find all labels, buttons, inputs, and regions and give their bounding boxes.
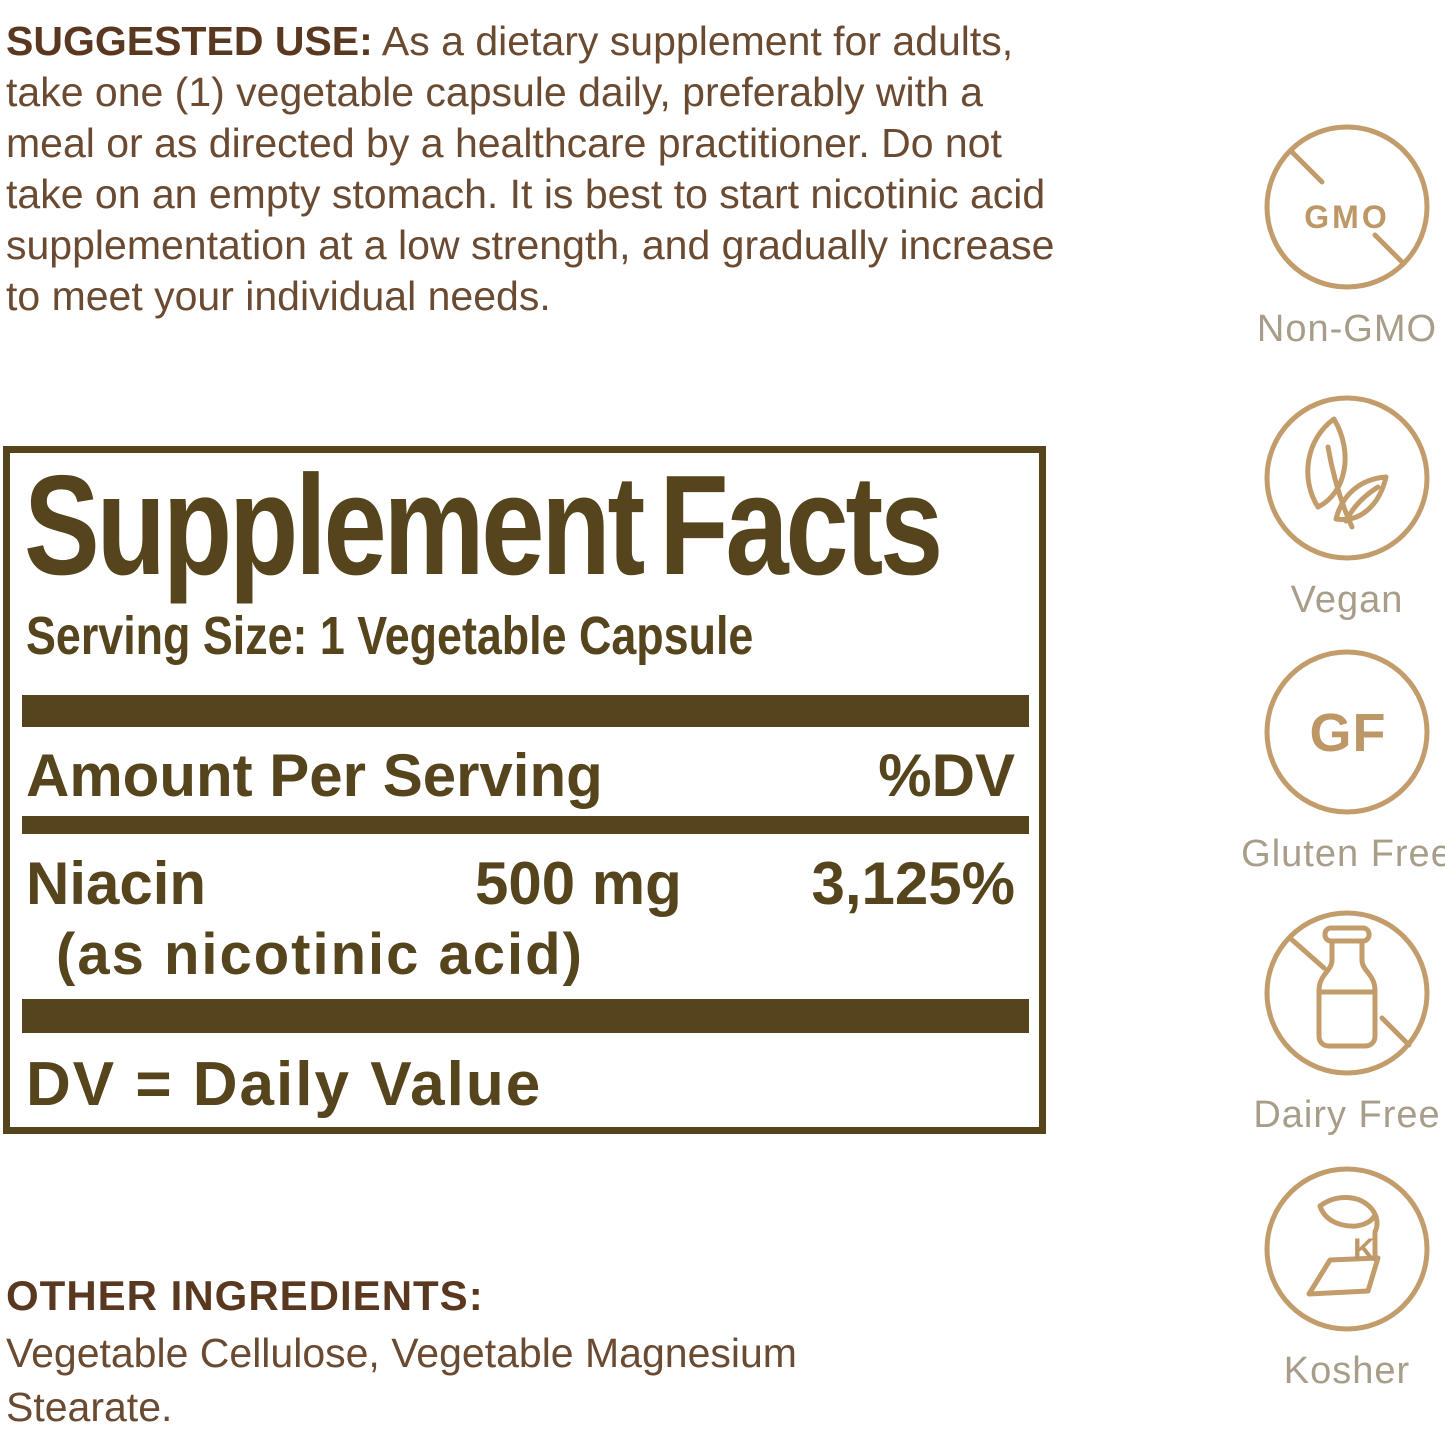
badge-label: Non-GMO (1256, 308, 1438, 350)
badge-dairy-free: Dairy Free (1232, 908, 1445, 1137)
suggested-use-line: take one (1) vegetable capsule daily, pr… (6, 69, 983, 115)
badge-vegan: Vegan (1232, 393, 1445, 622)
gluten-free-icon: GF (1264, 649, 1430, 815)
supplement-facts-title: Supplement Facts (24, 446, 943, 605)
gmo-glyph: GMO (1304, 199, 1389, 235)
suggested-use-label: SUGGESTED USE: (6, 18, 373, 64)
other-ingredients-text: Vegetable Cellulose, Vegetable Magnesium… (6, 1326, 986, 1434)
suggested-use-line: take on an empty stomach. It is best to … (6, 171, 1046, 217)
badge-non-gmo: GMO Non-GMO (1232, 122, 1445, 351)
serving-size: Serving Size: 1 Vegetable Capsule (26, 606, 754, 666)
supplement-facts-panel: Supplement Facts Serving Size: 1 Vegetab… (3, 446, 1046, 1134)
facts-column-headers: Amount Per Serving %DV (26, 741, 1015, 810)
badge-kosher: K Kosher (1232, 1164, 1445, 1393)
non-gmo-icon: GMO (1264, 124, 1430, 290)
separator-bar-thick (22, 695, 1029, 727)
badge-label: Gluten Free (1241, 833, 1445, 875)
separator-bar-thick (22, 999, 1029, 1033)
other-ingredients-label: OTHER INGREDIENTS: (6, 1272, 484, 1319)
vegan-leaf-icon (1264, 395, 1430, 561)
suggested-use-line: supplementation at a low strength, and g… (6, 222, 1055, 268)
suggested-use-text: As a dietary supplement for adults, (381, 18, 1014, 64)
badge-label: Dairy Free (1253, 1094, 1441, 1136)
percent-dv-header: %DV (878, 742, 1015, 809)
gf-glyph: GF (1310, 703, 1387, 763)
nutrient-detail: (as nicotinic acid) (56, 922, 584, 987)
suggested-use-line: to meet your individual needs. (6, 273, 551, 319)
suggested-use-line: meal or as directed by a healthcare prac… (6, 120, 1002, 166)
nutrient-dv: 3,125% (811, 850, 1016, 917)
amount-per-serving-header: Amount Per Serving (26, 742, 603, 809)
badge-label: Vegan (1290, 579, 1404, 621)
suggested-use-line: SUGGESTED USE: As a dietary supplement f… (6, 16, 1226, 67)
separator-bar-thin (22, 816, 1029, 834)
suggested-use-paragraph: SUGGESTED USE: As a dietary supplement f… (6, 16, 1226, 322)
nutrient-amount: 500 mg (475, 850, 682, 917)
kosher-icon: K (1264, 1166, 1430, 1332)
dairy-free-icon (1264, 910, 1430, 1076)
other-ingredients-line: Stearate. (6, 1384, 173, 1430)
badge-gluten-free: GF Gluten Free (1232, 647, 1445, 876)
dv-footnote: DV = Daily Value (26, 1050, 543, 1119)
badge-label: Kosher (1283, 1350, 1411, 1392)
kosher-k-glyph: K (1353, 1233, 1375, 1266)
other-ingredients-line: Vegetable Cellulose, Vegetable Magnesium (6, 1330, 797, 1376)
nutrient-name: Niacin (26, 850, 207, 917)
nutrient-row-niacin: Niacin 500 mg 3,125% (26, 849, 1015, 917)
